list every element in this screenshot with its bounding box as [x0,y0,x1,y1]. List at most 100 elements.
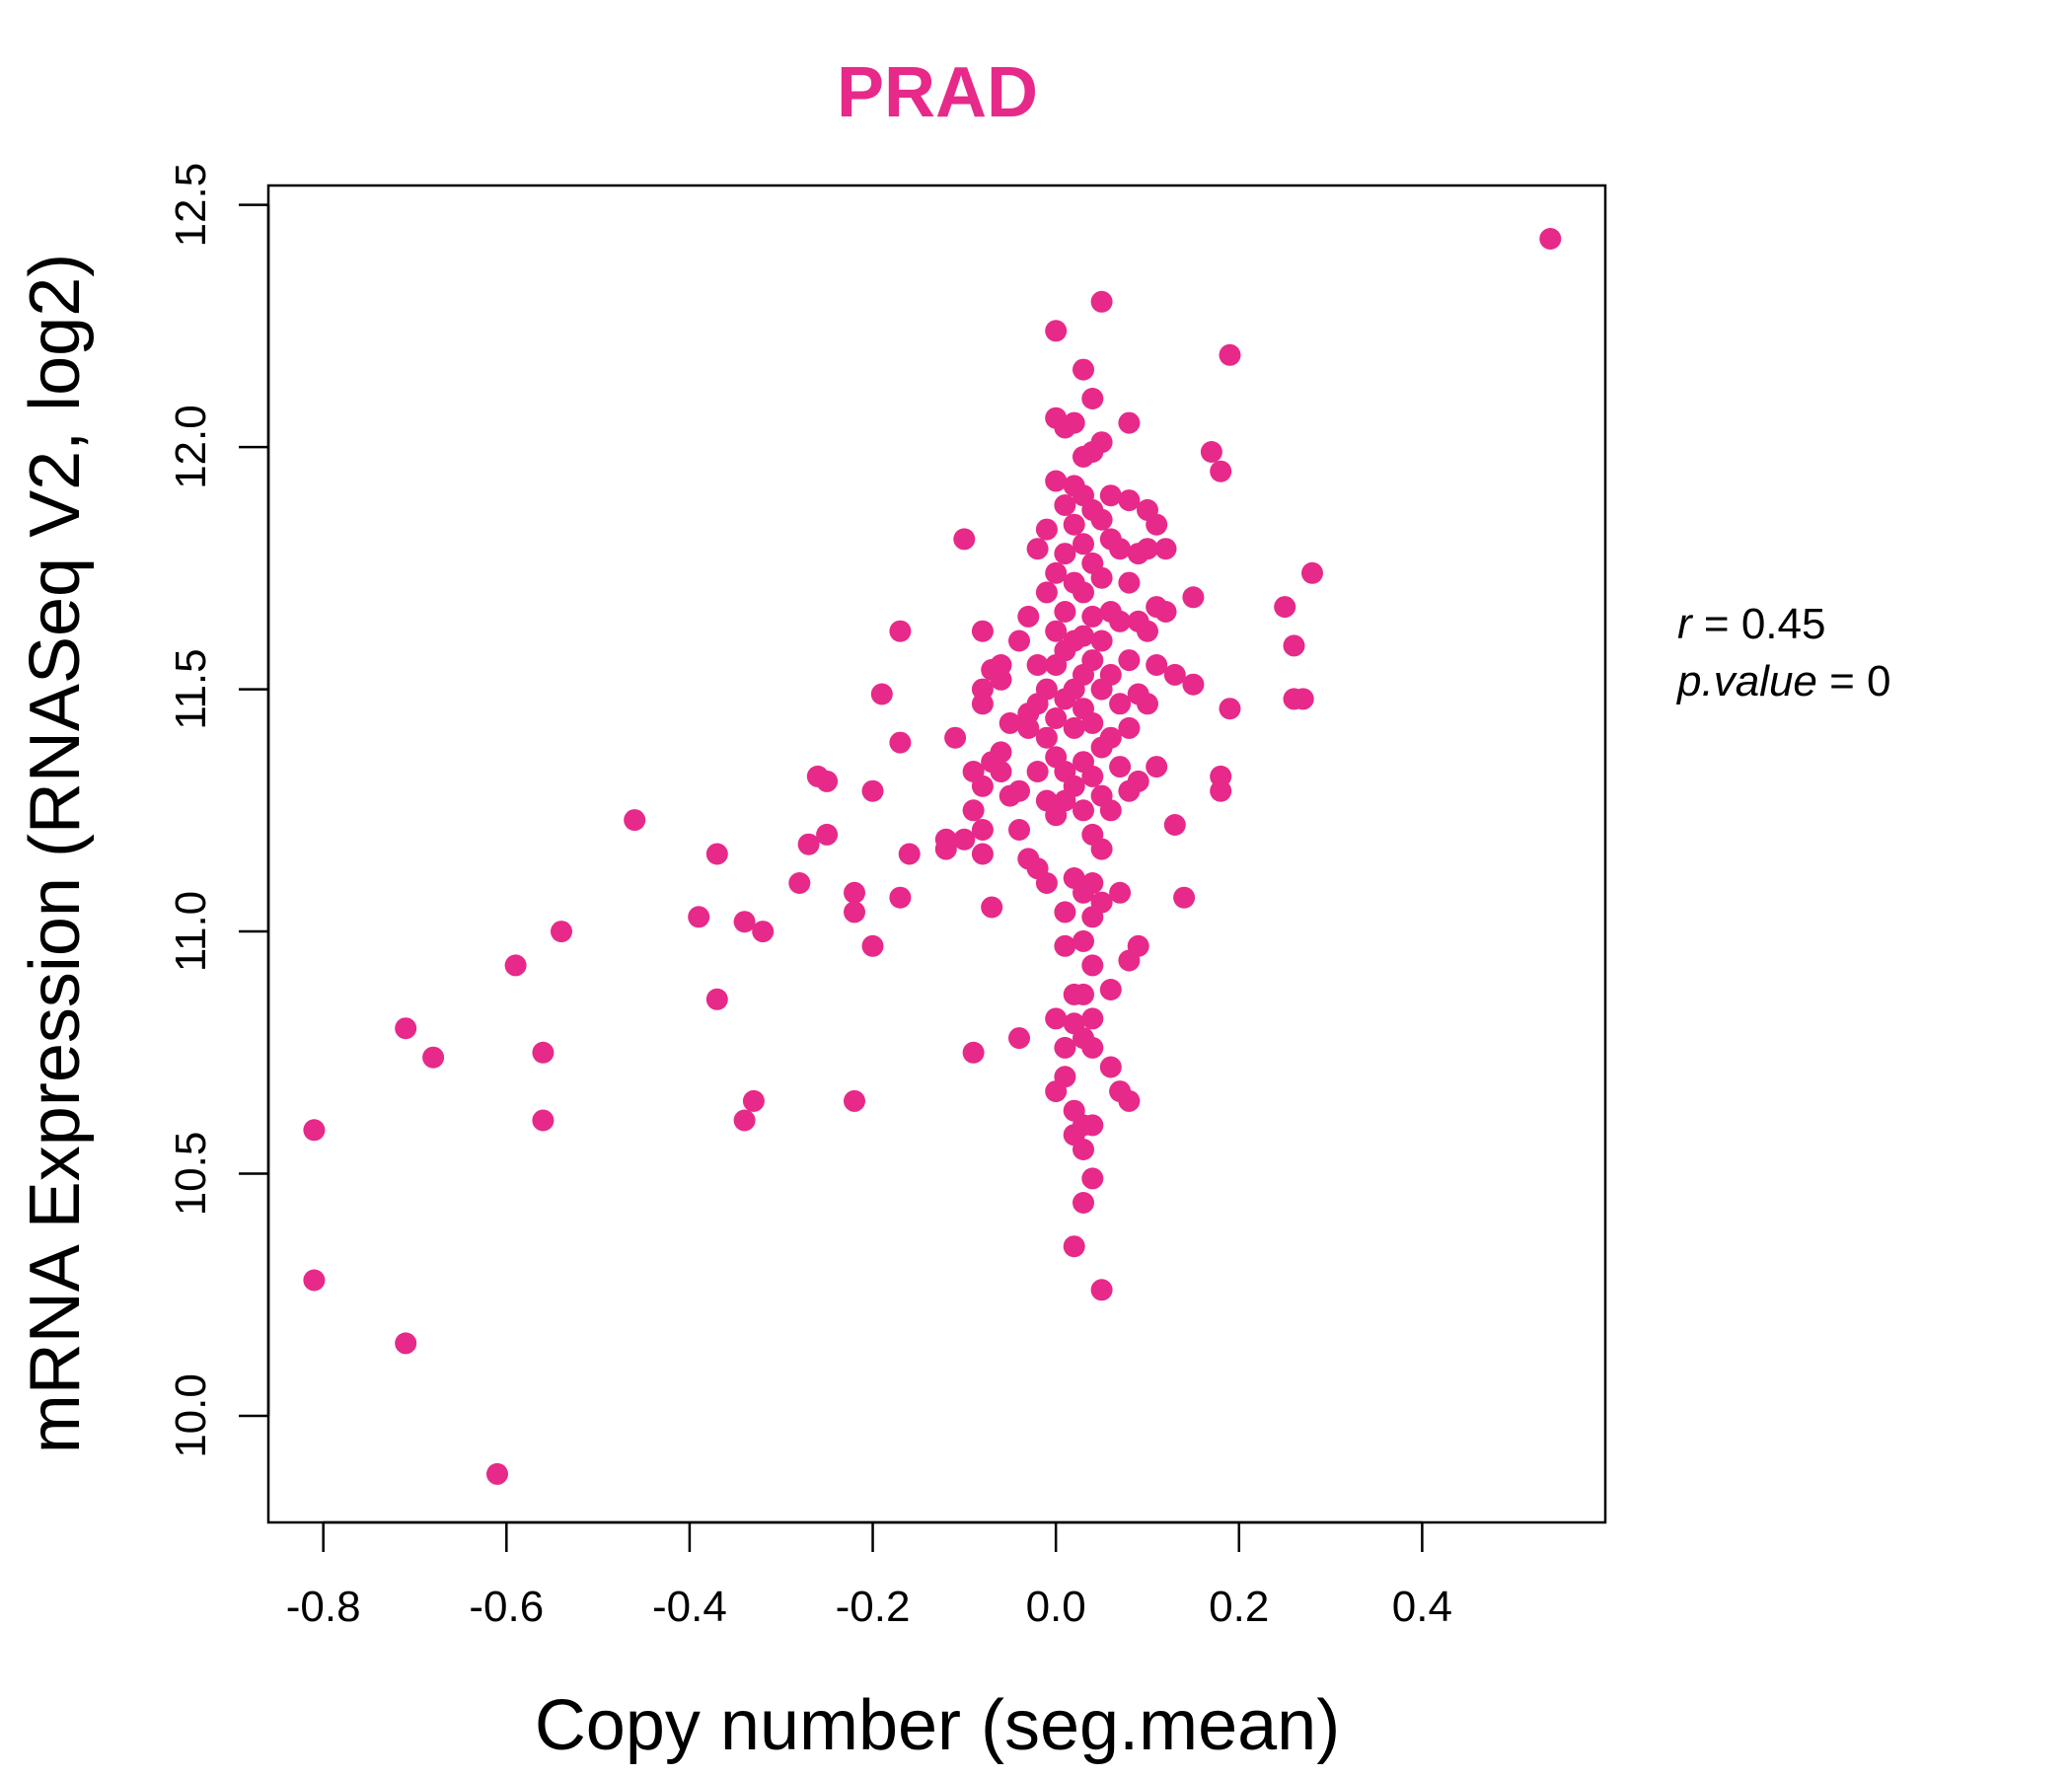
data-point [1045,1007,1068,1030]
p-value: 0 [1867,657,1890,705]
x-axis-label: Copy number (seg.mean) [535,1686,1340,1765]
data-point [1054,1066,1076,1088]
data-point [1099,726,1122,749]
data-point [1146,756,1168,778]
data-point [1026,654,1049,676]
data-point [889,620,912,642]
data-point [990,761,1012,782]
data-point [1017,716,1040,739]
data-point [1017,605,1040,628]
data-point [971,843,994,865]
data-point [1118,571,1141,594]
p-symbol: p.value [1675,657,1817,705]
r-symbol: r [1677,600,1694,648]
data-point [1137,620,1158,642]
data-point [1073,625,1094,647]
data-point [1081,872,1104,894]
data-point [990,741,1012,764]
data-point [816,823,839,846]
data-point [422,1046,445,1069]
data-point [971,819,994,841]
data-point [999,711,1021,734]
data-point [1054,494,1076,516]
data-point [1090,1279,1113,1301]
data-point [1210,765,1232,787]
y-axis-label: mRNA Expression (RNASeq V2, log2) [16,254,95,1453]
data-point [1081,954,1104,977]
data-point [1035,726,1058,749]
r-equals: = [1692,600,1741,648]
data-points [303,228,1562,1485]
data-point [934,838,957,860]
data-point [1301,561,1323,584]
data-point [1146,513,1168,536]
data-point [1137,538,1158,560]
data-point [1081,1036,1104,1059]
data-point [1173,886,1196,909]
data-point [1200,441,1222,463]
data-point [1045,620,1068,642]
data-point [1146,654,1168,676]
data-point [1081,765,1104,787]
data-point [1118,411,1141,434]
data-point [1035,581,1058,604]
x-tick-label: -0.8 [286,1583,361,1631]
data-point [1045,320,1068,342]
data-point [944,726,967,749]
data-point [1163,814,1186,836]
data-point [1109,538,1132,560]
data-point [1099,1056,1122,1078]
data-point [1054,543,1076,565]
data-point [1063,1235,1085,1258]
data-point [1127,934,1149,957]
data-point [395,1332,417,1355]
data-point [1063,513,1085,536]
data-point [742,1089,765,1112]
data-point [1045,561,1068,584]
data-point [1008,1027,1030,1050]
data-point [971,775,994,797]
data-point [861,934,884,957]
data-point [1063,411,1085,434]
r-value: 0.45 [1741,600,1826,648]
data-point [1182,586,1205,609]
x-axis: -0.8 -0.6 -0.4 -0.2 0.0 0.2 0.4 [286,1520,1452,1631]
p-stat: p.value = 0 [1675,657,1891,705]
x-tick-label: 0.2 [1209,1583,1269,1631]
data-point [1054,901,1076,924]
data-point [1081,711,1104,734]
data-point [1081,1114,1104,1137]
data-point [1283,634,1305,657]
data-point [1109,693,1132,715]
data-point [1063,775,1085,797]
data-point [752,921,775,943]
p-equals: = [1817,657,1867,705]
data-point [1026,538,1049,560]
data-point [844,901,865,924]
data-point [1099,799,1122,822]
data-point [1118,649,1141,672]
data-point [705,843,728,865]
data-point [870,683,893,705]
data-point [1073,1139,1094,1160]
data-point [1090,431,1113,454]
data-point [395,1017,417,1040]
data-point [532,1041,555,1064]
data-point [1081,388,1104,409]
data-point [1118,716,1141,739]
data-point [551,921,572,943]
data-point [688,906,710,928]
data-point [1045,470,1068,492]
data-point [1054,601,1076,623]
y-tick-label: 10.0 [167,1373,215,1458]
correlation-stats: r = 0.45 p.value = 0 [1675,600,1891,705]
data-point [1210,460,1232,482]
data-point [1154,538,1177,560]
data-point [1008,629,1030,652]
data-point [1109,610,1132,632]
data-point [788,872,811,894]
data-point [962,799,985,822]
data-point [1081,1167,1104,1190]
data-point [816,770,839,792]
x-tick-label: -0.6 [469,1583,544,1631]
